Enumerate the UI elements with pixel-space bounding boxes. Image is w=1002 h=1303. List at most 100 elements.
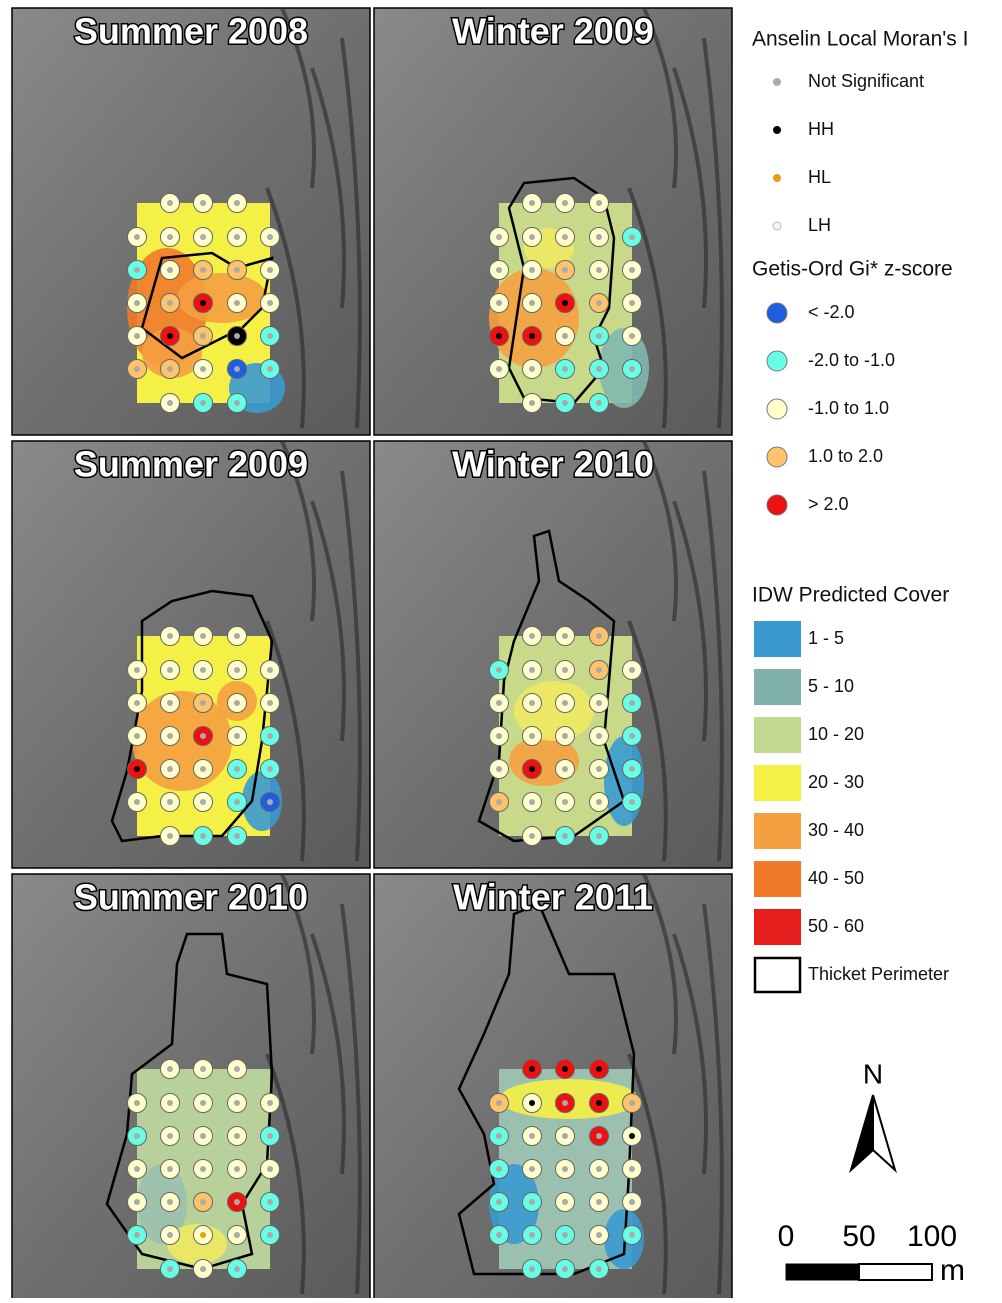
moran-dot bbox=[596, 633, 602, 639]
moran-dot bbox=[234, 1232, 240, 1238]
moran-dot bbox=[562, 766, 568, 772]
moran-dot bbox=[596, 1199, 602, 1205]
scale-unit: m bbox=[940, 1254, 965, 1287]
moran-dot bbox=[496, 366, 502, 372]
moran-dot bbox=[234, 667, 240, 673]
moran-dot bbox=[496, 300, 502, 306]
moran-dot bbox=[596, 400, 602, 406]
moran-dot bbox=[200, 200, 206, 206]
moran-dot bbox=[496, 766, 502, 772]
moran-dot bbox=[200, 1100, 206, 1106]
moran-dot bbox=[529, 667, 535, 673]
moran-dot bbox=[596, 799, 602, 805]
moran-dot bbox=[596, 1100, 602, 1106]
moran-dot bbox=[496, 799, 502, 805]
moran-dot bbox=[496, 1133, 502, 1139]
moran-dot bbox=[596, 667, 602, 673]
legend-symbol bbox=[773, 78, 781, 86]
moran-dot bbox=[200, 667, 206, 673]
legend-heading: Getis-Ord Gi* z-score bbox=[752, 258, 953, 281]
moran-dot bbox=[562, 1100, 568, 1106]
map-panel: Summer 2009 bbox=[12, 441, 370, 868]
legend: Anselin Local Moran's INot SignificantHH… bbox=[752, 28, 968, 1287]
moran-dot bbox=[200, 366, 206, 372]
moran-dot bbox=[596, 833, 602, 839]
moran-dot bbox=[562, 700, 568, 706]
moran-dot bbox=[562, 234, 568, 240]
moran-dot bbox=[529, 799, 535, 805]
moran-dot bbox=[529, 733, 535, 739]
moran-dot bbox=[596, 766, 602, 772]
moran-dot bbox=[562, 400, 568, 406]
moran-dot bbox=[167, 400, 173, 406]
moran-dot bbox=[596, 1232, 602, 1238]
moran-dot bbox=[200, 799, 206, 805]
north-arrow bbox=[873, 1095, 895, 1170]
moran-dot bbox=[529, 200, 535, 206]
moran-dot bbox=[629, 733, 635, 739]
moran-dot bbox=[267, 1232, 273, 1238]
moran-dot bbox=[562, 267, 568, 273]
moran-dot bbox=[200, 267, 206, 273]
moran-dot bbox=[529, 1100, 535, 1106]
moran-dot bbox=[596, 366, 602, 372]
moran-dot bbox=[529, 633, 535, 639]
moran-dot bbox=[629, 1199, 635, 1205]
legend-heading: Anselin Local Moran's I bbox=[752, 28, 968, 51]
moran-dot bbox=[134, 366, 140, 372]
moran-dot bbox=[234, 700, 240, 706]
moran-dot bbox=[562, 300, 568, 306]
moran-dot bbox=[134, 267, 140, 273]
map-panel: Winter 2011 bbox=[374, 874, 732, 1298]
panel-title: Winter 2011 bbox=[453, 877, 653, 918]
moran-dot bbox=[134, 1199, 140, 1205]
moran-dot bbox=[562, 1166, 568, 1172]
legend-symbol bbox=[773, 222, 781, 230]
moran-dot bbox=[562, 733, 568, 739]
moran-dot bbox=[234, 200, 240, 206]
map-panel: Winter 2009 bbox=[374, 8, 732, 435]
moran-dot bbox=[629, 333, 635, 339]
moran-dot bbox=[596, 300, 602, 306]
legend-symbol bbox=[767, 447, 787, 467]
moran-dot bbox=[267, 799, 273, 805]
moran-dot bbox=[234, 833, 240, 839]
moran-dot bbox=[167, 1133, 173, 1139]
legend-swatch bbox=[754, 861, 801, 897]
moran-dot bbox=[234, 1199, 240, 1205]
legend-symbol bbox=[773, 174, 781, 182]
moran-dot bbox=[529, 766, 535, 772]
legend-swatch bbox=[755, 958, 800, 992]
moran-dot bbox=[234, 300, 240, 306]
legend-heading: IDW Predicted Cover bbox=[752, 584, 949, 607]
moran-dot bbox=[629, 300, 635, 306]
legend-label: 5 - 10 bbox=[808, 676, 854, 696]
legend-symbol bbox=[767, 399, 787, 419]
moran-dot bbox=[267, 1166, 273, 1172]
moran-dot bbox=[629, 766, 635, 772]
moran-dot bbox=[267, 733, 273, 739]
moran-dot bbox=[234, 766, 240, 772]
moran-dot bbox=[200, 700, 206, 706]
moran-dot bbox=[134, 1166, 140, 1172]
moran-dot bbox=[496, 1232, 502, 1238]
moran-dot bbox=[134, 333, 140, 339]
north-label: N bbox=[863, 1058, 883, 1089]
idw-zone bbox=[132, 691, 232, 791]
moran-dot bbox=[529, 1066, 535, 1072]
moran-dot bbox=[200, 833, 206, 839]
moran-dot bbox=[134, 700, 140, 706]
north-arrow bbox=[851, 1095, 873, 1170]
legend-label: Thicket Perimeter bbox=[808, 964, 949, 984]
moran-dot bbox=[496, 267, 502, 273]
moran-dot bbox=[234, 1266, 240, 1272]
legend-label: HH bbox=[808, 119, 834, 139]
panel-title: Summer 2009 bbox=[74, 444, 308, 485]
moran-dot bbox=[496, 333, 502, 339]
moran-dot bbox=[496, 1100, 502, 1106]
legend-label: -1.0 to 1.0 bbox=[808, 398, 889, 418]
moran-dot bbox=[562, 633, 568, 639]
moran-dot bbox=[200, 633, 206, 639]
moran-dot bbox=[234, 1133, 240, 1139]
moran-dot bbox=[200, 1199, 206, 1205]
